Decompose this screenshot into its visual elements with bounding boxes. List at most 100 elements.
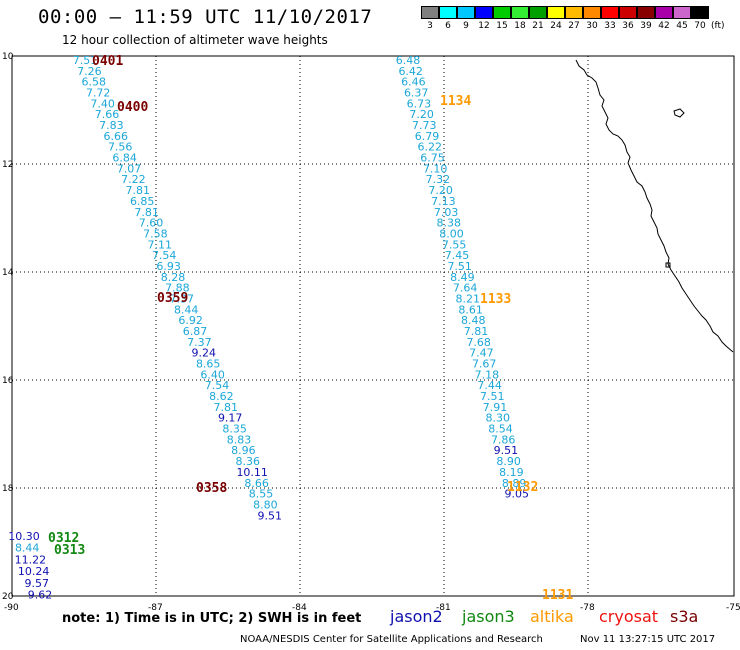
wave-height-value: 7.37: [187, 336, 212, 349]
wave-height-value: 6.66: [104, 130, 129, 143]
scale-swatch: [511, 6, 529, 19]
wave-height-value: 8.61: [458, 303, 483, 316]
wave-height-value: 6.58: [82, 76, 107, 89]
wave-height-value: 9.57: [25, 577, 50, 590]
scale-swatch: [457, 6, 475, 19]
scale-label: 15: [496, 21, 508, 31]
pass-time-label: 1131: [542, 588, 573, 603]
wave-height-value: 6.40: [200, 368, 225, 381]
scale-swatch: [475, 6, 493, 19]
scale-swatch: [583, 6, 601, 19]
scale-label: 45: [676, 21, 688, 31]
scale-swatch: [673, 6, 691, 19]
wave-height-tracks: 7.517.266.587.727.407.667.836.667.566.84…: [8, 54, 529, 602]
wave-height-value: 9.62: [28, 589, 53, 602]
scale-swatch: [619, 6, 637, 19]
wave-height-value: 7.13: [431, 195, 456, 208]
satellite-legend-jason3: jason3: [462, 607, 515, 626]
pass-time-label: 0401: [92, 54, 123, 69]
scale-label: 42: [658, 21, 670, 31]
wave-height-value: 7.22: [121, 173, 146, 186]
wave-height-value: 7.51: [73, 54, 98, 67]
wave-height-value: 7.45: [445, 249, 470, 262]
wave-height-value: 7.44: [477, 379, 502, 392]
wave-height-value: 7.54: [152, 249, 177, 262]
wave-height-value: 8.54: [488, 423, 513, 436]
wave-height-value: 8.38: [437, 217, 462, 230]
lat-label: 12: [2, 160, 13, 170]
scale-swatch: [547, 6, 565, 19]
wave-height-value: 7.60: [139, 217, 164, 230]
wave-height-value: 8.36: [236, 455, 261, 468]
wave-height-value: 7.11: [148, 238, 173, 251]
lat-label: 14: [2, 268, 14, 278]
wave-height-value: 8.55: [249, 488, 274, 501]
wave-height-value: 9.51: [258, 509, 283, 522]
scale-label: 36: [622, 21, 634, 31]
lon-label: -78: [580, 603, 595, 613]
wave-height-value: 6.22: [418, 141, 443, 154]
wave-height-value: 7.68: [466, 336, 491, 349]
wave-height-value: 7.10: [423, 162, 448, 175]
scale-label: 3: [427, 21, 433, 31]
wave-height-value: 8.90: [496, 455, 521, 468]
wave-height-value: 8.66: [244, 477, 269, 490]
wave-height-value: 7.18: [475, 368, 500, 381]
wave-height-value: 8.30: [486, 412, 511, 425]
wave-height-value: 7.47: [469, 347, 494, 360]
wave-height-value: 7.07: [117, 162, 142, 175]
wave-height-value: 8.35: [222, 423, 247, 436]
wave-height-value: 7.51: [447, 260, 472, 273]
lat-label: 16: [2, 376, 14, 386]
scale-swatch: [529, 6, 547, 19]
wave-height-value: 6.79: [415, 130, 440, 143]
satellite-legend-jason2: jason2: [390, 607, 443, 626]
scale-swatch: [637, 6, 655, 19]
scale-swatch: [493, 6, 511, 19]
lon-label: -75: [726, 603, 740, 613]
pass-time-label: 0358: [196, 481, 227, 496]
pass-time-label: 0312: [48, 531, 79, 546]
wave-height-value: 8.00: [439, 227, 464, 240]
scale-swatch: [439, 6, 457, 19]
wave-height-value: 7.81: [126, 184, 151, 197]
page-subtitle: 12 hour collection of altimeter wave hei…: [62, 33, 328, 47]
lon-label: -84: [292, 603, 307, 613]
wave-height-value: 7.86: [491, 433, 516, 446]
scale-label: 39: [640, 21, 652, 31]
scale-label: 70: [694, 21, 706, 31]
wave-height-value: 10.11: [236, 466, 268, 479]
scale-label: 12: [478, 21, 490, 31]
wave-height-value: 6.75: [420, 152, 445, 165]
wave-height-value: 7.72: [86, 87, 111, 100]
scale-unit: (ft): [711, 21, 725, 31]
scale-label: 9: [463, 21, 469, 31]
scale-label: 27: [568, 21, 580, 31]
wave-height-value: 10.30: [8, 530, 40, 543]
wave-height-value: 7.20: [409, 108, 434, 121]
note-text: note: 1) Time is in UTC; 2) SWH is in fe…: [62, 611, 362, 626]
wave-height-value: 8.44: [15, 542, 40, 555]
pass-time-label: 0359: [157, 291, 188, 306]
scale-swatch: [655, 6, 673, 19]
scale-label: 6: [445, 21, 451, 31]
lat-label: 18: [2, 484, 14, 494]
wave-height-value: 6.46: [401, 76, 426, 89]
wave-height-value: 7.40: [90, 97, 115, 110]
wave-height-value: 6.92: [178, 314, 203, 327]
wave-height-value: 7.88: [165, 282, 190, 295]
wave-height-value: 8.49: [450, 271, 475, 284]
wave-height-value: 6.85: [130, 195, 155, 208]
wave-height-value: 6.73: [407, 97, 432, 110]
island-small: [665, 262, 671, 268]
wave-height-value: 7.91: [483, 401, 508, 414]
wave-height-value: 6.42: [398, 65, 423, 78]
wave-height-value: 6.93: [156, 260, 181, 273]
wave-height-value: 8.96: [231, 444, 256, 457]
wave-height-value: 7.51: [480, 390, 505, 403]
wave-height-value: 11.22: [15, 553, 47, 566]
generated-timestamp: Nov 11 13:27:15 UTC 2017: [580, 634, 716, 645]
satellite-legend-altika: altika: [530, 607, 574, 626]
lat-label: 20: [2, 592, 14, 602]
wave-height-value: 6.87: [183, 325, 208, 338]
